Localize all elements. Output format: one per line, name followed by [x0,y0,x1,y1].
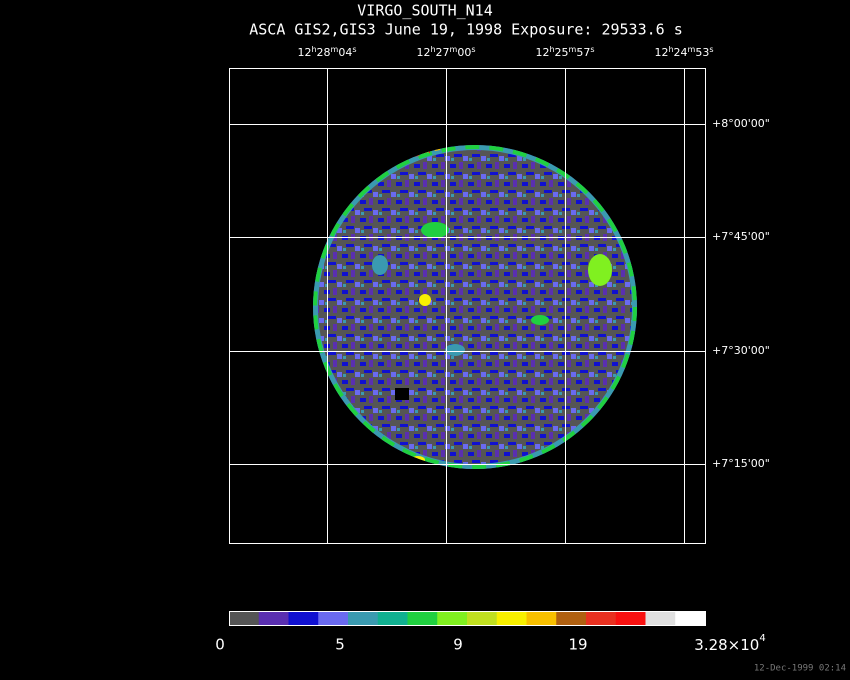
colorbar-swatch [229,611,260,625]
ra-unit: s [590,45,594,54]
ra-unit: m [450,45,458,54]
colorbar-label: 9 [453,636,463,654]
colorbar-swatch [615,611,646,625]
dec-label: +8°00'00" [712,117,770,130]
dec-label: +7°30'00" [712,344,770,357]
colorbar-swatch [467,611,498,625]
dec-label: +7°45'00" [712,230,770,243]
colorbar-swatch [288,611,319,625]
ra-unit: h [311,45,316,54]
title: VIRGO_SOUTH_N14 [357,2,492,20]
ra-value: 12 [416,46,430,59]
colorbar-swatch [526,611,557,625]
coordinate-grid [229,68,706,544]
ra-unit: m [688,45,696,54]
detector-image [313,145,637,469]
colorbar-label: 3.28×104 [694,633,765,654]
label-base: 3.28×10 [694,636,759,654]
ra-label: 12h28m04s [297,45,356,60]
colorbar-swatch [586,611,617,625]
subtitle: ASCA GIS2,GIS3 June 19, 1998 Exposure: 2… [249,21,682,39]
ra-value: 53 [695,46,709,59]
ra-value: 57 [576,46,590,59]
colorbar-swatch [318,611,349,625]
ra-value: 12 [654,46,668,59]
dec-label: +7°15'00" [712,457,770,470]
ra-unit: h [668,45,673,54]
colorbar-swatch [645,611,676,625]
ra-value: 00 [457,46,471,59]
colorbar-swatch [377,611,408,625]
ra-label: 12h27m00s [416,45,475,60]
colorbar-swatch [496,611,527,625]
ra-unit: h [430,45,435,54]
ra-value: 24 [674,46,688,59]
colorbar-swatch [675,611,706,625]
ra-label: 12h24m53s [654,45,713,60]
colorbar-swatch [556,611,587,625]
colorbar-swatch [437,611,468,625]
colorbar-swatch [348,611,379,625]
ra-value: 25 [555,46,569,59]
ra-unit: s [471,45,475,54]
colorbar-label: 5 [335,636,345,654]
ra-value: 12 [535,46,549,59]
ra-unit: s [709,45,713,54]
colorbar-swatch [258,611,289,625]
ra-unit: m [331,45,339,54]
colorbar-frame [229,611,706,626]
colorbar-swatch [407,611,438,625]
ra-value: 12 [297,46,311,59]
ra-value: 04 [338,46,352,59]
ra-value: 27 [436,46,450,59]
footer-timestamp: 12-Dec-1999 02:14 [754,664,846,674]
ra-value: 28 [317,46,331,59]
colorbar-label: 0 [215,636,225,654]
ra-label: 12h25m57s [535,45,594,60]
colorbar-label: 19 [568,636,587,654]
ra-unit: m [569,45,577,54]
ra-unit: h [549,45,554,54]
label-exponent: 4 [759,633,765,644]
ra-unit: s [352,45,356,54]
